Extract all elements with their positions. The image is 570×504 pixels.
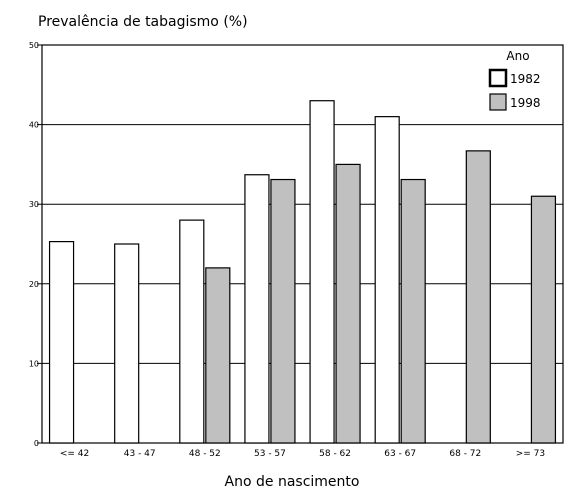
bar-1982 bbox=[309, 100, 335, 444]
y-tick-label: 40 bbox=[29, 121, 39, 130]
bar-1998 bbox=[205, 267, 231, 444]
y-tick-label: 50 bbox=[29, 41, 39, 50]
x-tick-label: 48 - 52 bbox=[189, 449, 221, 459]
x-tick-label: 63 - 67 bbox=[384, 449, 416, 459]
x-tick-label: 58 - 62 bbox=[319, 449, 351, 459]
y-tick-label: 10 bbox=[29, 359, 39, 368]
x-axis-label: Ano de nascimento bbox=[225, 474, 360, 490]
bar-1982 bbox=[244, 174, 270, 444]
x-tick-label: >= 73 bbox=[516, 449, 545, 459]
x-tick-label: 43 - 47 bbox=[124, 449, 156, 459]
y-tick-label: 0 bbox=[34, 439, 39, 448]
bar-1998 bbox=[530, 195, 557, 444]
x-tick-label: 68 - 72 bbox=[449, 449, 481, 459]
legend: Ano 1982 1998 bbox=[488, 49, 541, 111]
bar-1998 bbox=[400, 178, 426, 444]
legend-swatch-1998 bbox=[489, 93, 507, 111]
legend-title: Ano bbox=[506, 49, 529, 63]
bar-1998 bbox=[465, 150, 491, 444]
plot-area: 0 10 20 30 40 50 <= 42 43 - 47 48 - 52 53 - 57 58 … bbox=[29, 41, 564, 459]
y-tick-label: 30 bbox=[29, 200, 39, 209]
x-tick-label: <= 42 bbox=[60, 449, 89, 459]
legend-swatch-1982 bbox=[488, 68, 508, 88]
bar-1982 bbox=[179, 219, 205, 444]
chart-title: Prevalência de tabagismo (%) bbox=[38, 14, 248, 30]
legend-label: 1982 bbox=[510, 72, 541, 86]
y-tick-label: 20 bbox=[29, 280, 39, 289]
x-tick-label: 53 - 57 bbox=[254, 449, 286, 459]
bar-1982 bbox=[374, 116, 400, 444]
bar-1998 bbox=[270, 178, 296, 444]
bar-1982 bbox=[48, 241, 75, 444]
bar-1998 bbox=[335, 163, 361, 444]
bar-1982 bbox=[114, 243, 140, 444]
legend-label: 1998 bbox=[510, 96, 541, 110]
